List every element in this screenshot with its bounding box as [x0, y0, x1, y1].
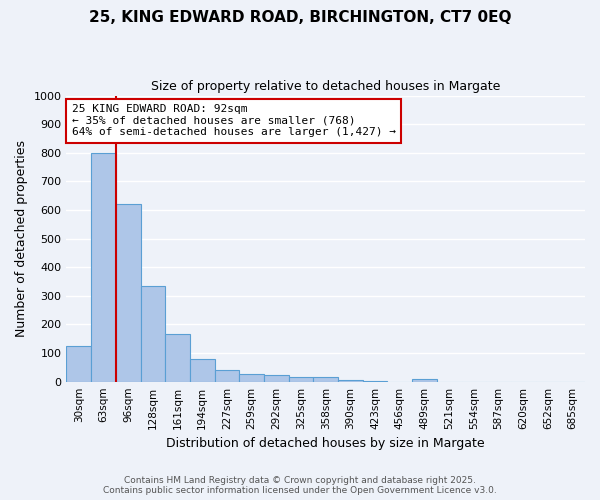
Text: Contains HM Land Registry data © Crown copyright and database right 2025.
Contai: Contains HM Land Registry data © Crown c…: [103, 476, 497, 495]
Bar: [116, 204, 140, 382]
Bar: [264, 374, 289, 382]
Bar: [190, 359, 215, 382]
Title: Size of property relative to detached houses in Margate: Size of property relative to detached ho…: [151, 80, 500, 93]
Bar: [165, 334, 190, 382]
Bar: [239, 374, 264, 382]
Text: 25, KING EDWARD ROAD, BIRCHINGTON, CT7 0EQ: 25, KING EDWARD ROAD, BIRCHINGTON, CT7 0…: [89, 10, 511, 25]
Bar: [338, 380, 363, 382]
Text: 25 KING EDWARD ROAD: 92sqm
← 35% of detached houses are smaller (768)
64% of sem: 25 KING EDWARD ROAD: 92sqm ← 35% of deta…: [71, 104, 395, 138]
Bar: [363, 381, 388, 382]
Bar: [67, 346, 91, 382]
X-axis label: Distribution of detached houses by size in Margate: Distribution of detached houses by size …: [166, 437, 485, 450]
Bar: [215, 370, 239, 382]
Bar: [412, 380, 437, 382]
Bar: [140, 286, 165, 382]
Bar: [289, 376, 313, 382]
Bar: [91, 153, 116, 382]
Y-axis label: Number of detached properties: Number of detached properties: [15, 140, 28, 337]
Bar: [313, 378, 338, 382]
